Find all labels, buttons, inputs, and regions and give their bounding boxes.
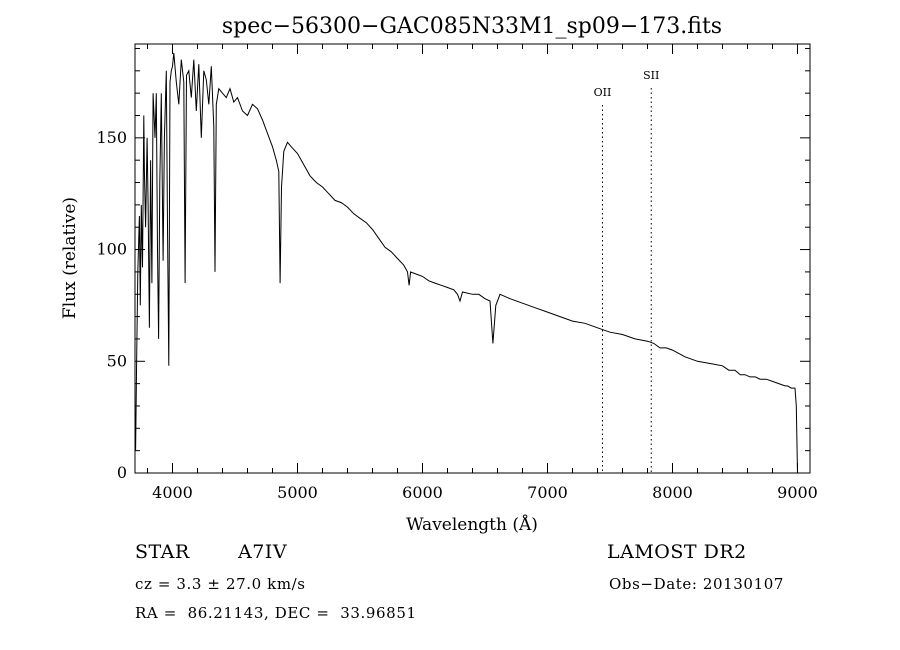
obs-date: Obs−Date: 20130107	[609, 575, 785, 593]
x-tick-label: 6000	[402, 483, 443, 502]
plot-frame	[134, 43, 811, 474]
y-tick-labels: 0 50 100 150	[96, 128, 127, 482]
x-axis-label: Wavelength (Å)	[406, 514, 538, 535]
survey-name: LAMOST DR2	[607, 541, 747, 563]
y-tick-label: 0	[117, 463, 127, 482]
x-tick-labels: 4000 5000 6000 7000 8000 9000	[152, 483, 818, 502]
coordinates: RA = 86.21143, DEC = 33.96851	[135, 604, 417, 622]
y-axis-label: Flux (relative)	[60, 197, 80, 319]
x-tick-label: 5000	[277, 483, 318, 502]
x-tick-label: 7000	[527, 483, 568, 502]
axis-ticks	[135, 44, 810, 474]
x-tick-label: 4000	[152, 483, 193, 502]
y-tick-label: 100	[96, 240, 127, 259]
x-tick-label: 9000	[777, 483, 818, 502]
y-tick-label: 150	[96, 128, 127, 147]
subclass: A7IV	[238, 541, 288, 563]
marker-label: OII	[594, 86, 612, 99]
marker-label: SII	[643, 69, 659, 82]
y-tick-label: 50	[107, 351, 127, 370]
object-class: STAR	[135, 541, 190, 563]
x-tick-label: 8000	[652, 483, 693, 502]
spectrum-line	[135, 52, 798, 474]
redshift-cz: cz = 3.3 ± 27.0 km/s	[135, 575, 306, 593]
chart-title: spec−56300−GAC085N33M1_sp09−173.fits	[222, 14, 722, 39]
line-markers: OII SII	[594, 69, 659, 473]
